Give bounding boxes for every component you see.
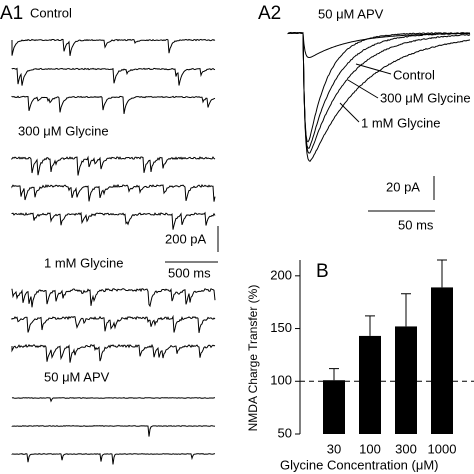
trace (11, 343, 216, 363)
panel-a2: A2 50 μM APV Control 300 μM Glycine 1 mM… (258, 3, 471, 232)
trace-label: Control (393, 67, 435, 82)
trace-label: 300 μM Glycine (380, 90, 471, 105)
scale-label: 200 pA (165, 231, 207, 246)
arrow (355, 63, 392, 75)
trace (11, 425, 216, 437)
scale-label: 20 pA (386, 179, 420, 194)
y-tick-label: 150 (270, 320, 292, 335)
trace (287, 31, 471, 149)
trace (11, 314, 216, 333)
y-tick-label: 100 (270, 373, 292, 388)
trace-label: 1 mM Glycine (361, 115, 440, 130)
x-tick-label: 100 (359, 441, 381, 456)
x-tick-label: 1000 (428, 441, 457, 456)
bar (395, 326, 417, 434)
bar (359, 335, 381, 434)
trace-label: 50 μM APV (318, 6, 384, 21)
condition-label: 50 μM APV (44, 369, 110, 384)
x-tick-label: 30 (327, 441, 341, 456)
trace (11, 287, 216, 308)
trace (287, 32, 471, 154)
trace (11, 155, 216, 176)
trace (287, 31, 471, 143)
x-axis-label: Glycine Concentration (μM) (280, 457, 439, 472)
panel-b: B NMDA Charge Transfer (%) Glycine Conce… (246, 259, 474, 472)
trace (287, 32, 471, 162)
bar (323, 380, 345, 434)
trace (11, 453, 216, 465)
panel-label: A2 (258, 3, 281, 24)
y-axis-label: NMDA Charge Transfer (%) (246, 285, 260, 432)
arrow (347, 79, 379, 99)
condition-label: 300 μM Glycine (18, 123, 109, 138)
trace (11, 211, 216, 230)
scale-label: 500 ms (168, 265, 211, 280)
trace (11, 38, 216, 56)
panel-label: B (316, 261, 329, 282)
y-tick-label: 200 (270, 267, 292, 282)
trace (11, 183, 216, 202)
trace (11, 397, 215, 403)
scale-label: 50 ms (398, 217, 434, 232)
panel-a1: A1 Control 300 μM Glycine 1 mM Glycine 5… (0, 3, 219, 465)
condition-label: 1 mM Glycine (44, 255, 123, 270)
x-tick-label: 300 (395, 441, 417, 456)
y-tick-label: 50 (278, 425, 292, 440)
bar (431, 287, 453, 434)
panel-label: A1 (0, 3, 23, 24)
trace (11, 95, 216, 114)
trace (11, 67, 216, 86)
condition-label: Control (30, 5, 72, 20)
